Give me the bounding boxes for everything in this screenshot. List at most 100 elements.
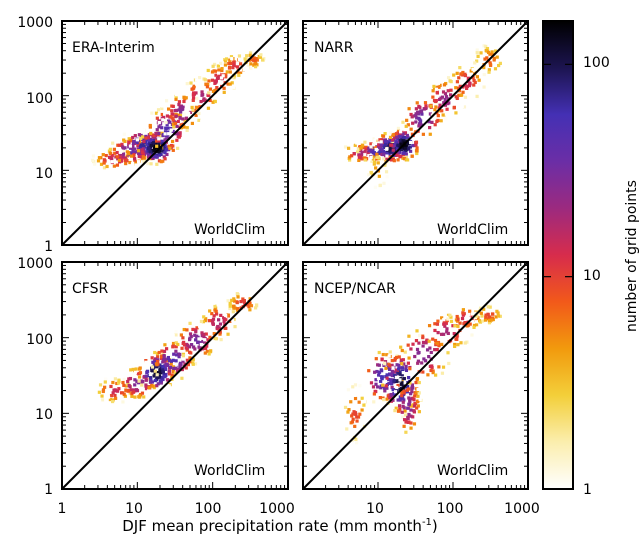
density-cell (448, 79, 452, 83)
density-cell (181, 106, 185, 110)
panel-frame (61, 261, 289, 490)
density-cell (377, 350, 381, 355)
density-cell (370, 150, 374, 154)
density-cell (447, 361, 451, 366)
density-cell (176, 146, 180, 150)
density-cell (115, 370, 119, 375)
density-cell (129, 154, 134, 158)
density-cell (144, 385, 148, 390)
density-cell (228, 82, 232, 86)
density-cell (147, 386, 151, 390)
density-cell (388, 135, 393, 139)
density-cell (441, 300, 445, 304)
density-cell (353, 383, 358, 387)
density-cell (169, 100, 173, 104)
density-cell (451, 96, 455, 100)
density-cell (154, 362, 158, 366)
density-cell (157, 131, 161, 136)
density-cell (508, 58, 513, 62)
density-cell (213, 304, 217, 308)
density-cell (345, 376, 350, 381)
density-cell (131, 356, 135, 360)
density-cell (182, 338, 186, 343)
density-cell (170, 139, 175, 144)
density-cell (180, 367, 184, 372)
density-cell (395, 363, 399, 367)
density-cell (188, 332, 193, 336)
density-cell (400, 366, 405, 370)
density-cell (154, 401, 158, 405)
density-cell (433, 328, 437, 333)
density-cell (397, 404, 402, 408)
density-cell (211, 64, 215, 68)
density-cell (376, 376, 381, 381)
density-cell (394, 388, 399, 392)
density-cell (154, 360, 158, 364)
density-cell (459, 341, 463, 345)
density-cell (173, 371, 178, 375)
density-cell (363, 149, 367, 153)
density-cell (461, 313, 465, 317)
density-cell (447, 308, 451, 312)
density-cell (213, 89, 218, 93)
density-cell (389, 131, 393, 135)
density-cell (399, 358, 403, 362)
density-cell (174, 333, 178, 337)
density-cell (230, 57, 234, 61)
density-cell (236, 295, 240, 299)
density-cell (157, 128, 161, 133)
density-cell (236, 88, 241, 92)
density-cell (110, 399, 115, 404)
density-cell (394, 379, 398, 383)
density-cell (205, 349, 209, 354)
density-cell (130, 394, 134, 398)
density-cell (399, 345, 403, 349)
density-cell (200, 306, 204, 310)
density-cell (162, 359, 166, 363)
density-cell (208, 335, 212, 339)
density-cell (374, 147, 378, 152)
density-cell (352, 152, 356, 156)
density-cell (350, 141, 354, 145)
density-cell (241, 74, 245, 78)
density-cell (234, 314, 239, 318)
density-cell (461, 70, 465, 75)
density-cell (398, 370, 403, 374)
density-cell (363, 153, 367, 157)
density-cell (100, 394, 104, 398)
density-cell (270, 57, 274, 62)
density-cell (451, 358, 455, 362)
density-cell (418, 150, 422, 155)
density-cell (484, 49, 489, 53)
density-cell (132, 154, 136, 158)
density-cell (159, 134, 163, 138)
density-cell (169, 115, 173, 119)
density-cell (213, 79, 217, 83)
density-cell (202, 315, 206, 319)
density-cell (355, 147, 360, 151)
density-cell (155, 155, 159, 159)
density-cell (393, 390, 398, 394)
density-cell (416, 387, 420, 392)
density-cell (235, 300, 239, 304)
density-cell (153, 378, 157, 383)
density-cell (199, 342, 203, 347)
density-cell (224, 318, 228, 322)
density-cell (166, 130, 170, 134)
density-cell (409, 149, 413, 153)
density-cell (391, 133, 395, 137)
density-cell (182, 327, 186, 332)
density-cell (439, 67, 443, 71)
density-cell (401, 400, 405, 404)
density-cell (415, 347, 420, 352)
density-cell (377, 151, 381, 155)
density-cell (167, 144, 171, 148)
density-cell (157, 151, 161, 155)
density-cell (363, 155, 367, 159)
density-cell (475, 75, 479, 79)
density-cell (380, 147, 384, 152)
density-cell (134, 374, 138, 378)
density-cell (154, 111, 159, 115)
density-cell (377, 140, 381, 144)
density-cell (475, 51, 479, 55)
